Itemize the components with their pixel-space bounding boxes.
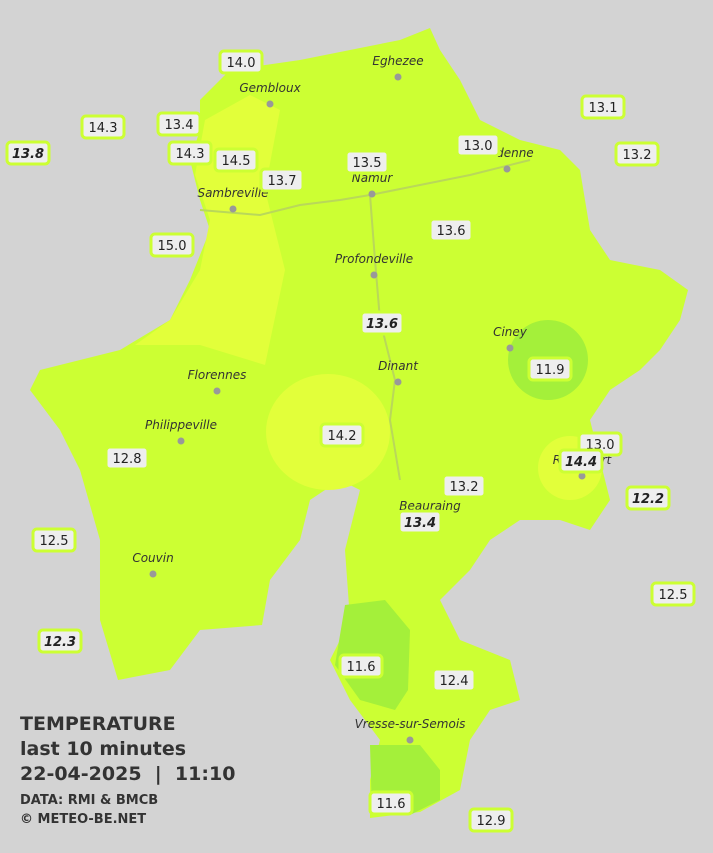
town-dot (503, 165, 511, 173)
town-name: Eghezee (372, 54, 423, 68)
station-box (31, 527, 77, 553)
station-value: 13.4 (165, 118, 194, 133)
town-dot (406, 736, 414, 744)
station-value: 12.8 (113, 452, 142, 467)
station-value: 14.2 (328, 429, 357, 444)
station-value: 13.6 (437, 224, 466, 239)
source: DATA: RMI & BMCB (20, 793, 158, 808)
town-dot (177, 437, 185, 445)
station-value: 13.1 (589, 101, 618, 116)
credit: © METEO-BE.NET (20, 812, 146, 827)
town-dot (370, 271, 378, 279)
town-name: Vresse-sur-Semois (355, 717, 466, 731)
station-box (218, 49, 264, 75)
town-dot (506, 344, 514, 352)
town-dot (266, 100, 274, 108)
station-value: 13.2 (450, 480, 479, 495)
station-value: 13.6 (366, 317, 398, 332)
town-dot (229, 205, 237, 213)
town-dot (149, 570, 157, 578)
station-value: 13.0 (464, 139, 493, 154)
station-box (344, 149, 390, 175)
station-box (428, 217, 474, 243)
town-dot (394, 378, 402, 386)
station-value: 12.4 (440, 674, 469, 689)
station-value: 14.3 (176, 147, 205, 162)
station-value: 13.7 (268, 174, 297, 189)
station-value: 11.6 (347, 660, 376, 675)
station-box (650, 581, 696, 607)
station-box (319, 422, 365, 448)
station-box (5, 140, 51, 166)
station-box (580, 94, 626, 120)
title-block: TEMPERATURE last 10 minutes 22-04-2025 |… (20, 713, 235, 827)
station-box (397, 509, 443, 535)
station-box (359, 310, 405, 336)
timestamp: 22-04-2025 | 11:10 (20, 763, 235, 785)
station-value: 15.0 (158, 239, 187, 254)
station-box (104, 445, 150, 471)
station-value: 12.9 (477, 814, 506, 829)
station-box (614, 141, 660, 167)
station-value: 13.4 (404, 516, 436, 531)
station-value: 12.3 (44, 635, 76, 650)
station-value: 14.4 (565, 455, 597, 470)
station-box (149, 232, 195, 258)
station-box (338, 653, 384, 679)
station-box (80, 114, 126, 140)
station-box (527, 356, 573, 382)
station-value: 14.3 (89, 121, 118, 136)
town-name: Philippeville (145, 418, 217, 432)
station-box (259, 167, 305, 193)
town-name: Florennes (188, 368, 247, 382)
station-value: 13.2 (623, 148, 652, 163)
station-value: 12.5 (659, 588, 688, 603)
station-box (213, 147, 259, 173)
station-box (431, 667, 477, 693)
town-name: Sambreville (197, 186, 268, 200)
town-name: Couvin (132, 551, 173, 565)
station-box (625, 485, 671, 511)
town-dot (394, 73, 402, 81)
town-name: Dinant (378, 359, 419, 373)
station-box (368, 790, 414, 816)
station-value: 12.2 (632, 492, 664, 507)
title: TEMPERATURE (20, 713, 176, 735)
station-value: 12.5 (40, 534, 69, 549)
station-box (156, 111, 202, 137)
town-dot (368, 190, 376, 198)
station-box (167, 140, 213, 166)
station-box (558, 448, 604, 474)
station-value: 11.9 (536, 363, 565, 378)
river (199, 159, 531, 481)
town-name: Profondeville (335, 252, 413, 266)
station-box (455, 132, 501, 158)
station-box (468, 807, 514, 833)
station-value: 13.8 (12, 147, 44, 162)
station-value: 13.5 (353, 156, 382, 171)
town-dot (578, 472, 586, 480)
station-value: 14.0 (227, 56, 256, 71)
subtitle: last 10 minutes (20, 738, 186, 760)
town-dot (213, 387, 221, 395)
town-name: Gembloux (239, 81, 301, 95)
station-box (441, 473, 487, 499)
town-name: Ciney (493, 325, 528, 339)
station-value: 11.6 (377, 797, 406, 812)
station-value: 14.5 (222, 154, 251, 169)
station-box (37, 628, 83, 654)
